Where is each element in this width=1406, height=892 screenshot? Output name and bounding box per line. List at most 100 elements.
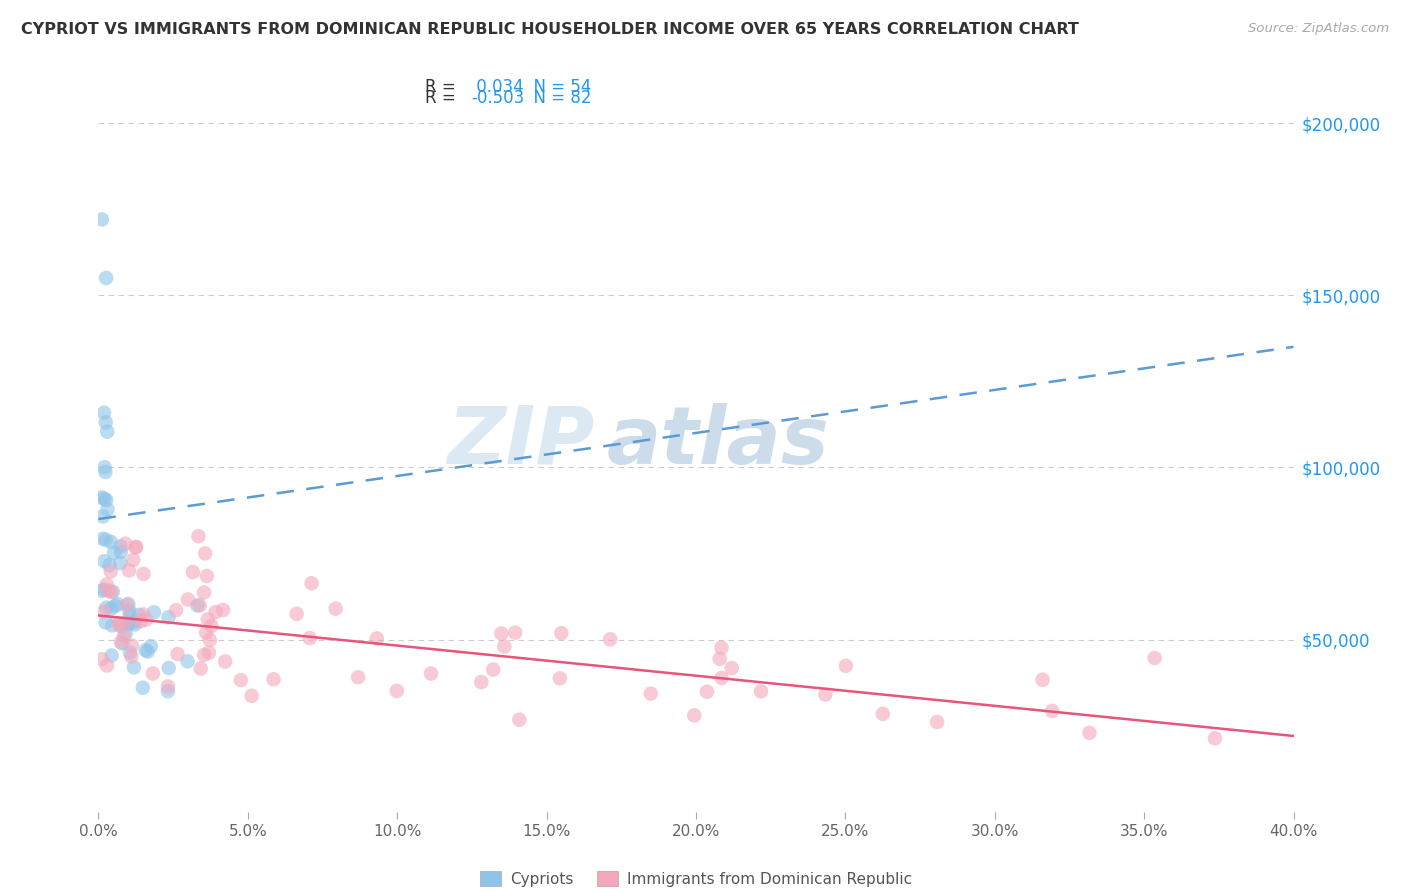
Point <box>103 546 125 560</box>
Point <box>200 619 222 633</box>
Point <box>190 661 212 675</box>
Point <box>599 632 621 647</box>
Point <box>93 460 115 475</box>
Point <box>696 685 718 699</box>
Point <box>98 558 121 573</box>
Point <box>118 603 141 617</box>
Point <box>91 509 114 524</box>
Point <box>135 613 157 627</box>
Point <box>176 654 198 668</box>
Point <box>108 616 131 631</box>
Point <box>385 684 408 698</box>
Point <box>125 540 148 554</box>
Point <box>90 583 112 598</box>
Point <box>198 646 221 660</box>
Point <box>872 706 894 721</box>
Point <box>156 684 179 698</box>
Point <box>709 652 731 666</box>
Point <box>135 643 157 657</box>
Point <box>503 625 526 640</box>
Point <box>166 647 188 661</box>
Point <box>91 532 114 546</box>
Point <box>96 425 118 439</box>
Point <box>93 491 115 506</box>
Point <box>263 672 285 686</box>
Text: CYPRIOT VS IMMIGRANTS FROM DOMINICAN REPUBLIC HOUSEHOLDER INCOME OVER 65 YEARS C: CYPRIOT VS IMMIGRANTS FROM DOMINICAN REP… <box>21 22 1078 37</box>
Text: ZIP: ZIP <box>447 402 595 481</box>
Point <box>115 615 138 629</box>
Point <box>115 598 138 612</box>
Point <box>835 658 858 673</box>
Point <box>229 673 252 687</box>
Point <box>186 599 208 613</box>
Point <box>156 680 179 694</box>
Point <box>97 583 120 598</box>
Text: R =: R = <box>426 89 461 107</box>
Point <box>640 687 662 701</box>
Point <box>110 619 132 633</box>
Legend: Cypriots, Immigrants from Dominican Republic: Cypriots, Immigrants from Dominican Repu… <box>474 865 918 892</box>
Point <box>325 601 347 615</box>
Point <box>749 684 772 698</box>
Point <box>193 648 215 662</box>
Point <box>118 608 141 623</box>
Point <box>157 661 180 675</box>
Point <box>94 415 117 429</box>
Point <box>94 615 117 630</box>
Point <box>114 626 136 640</box>
Point <box>683 708 706 723</box>
Point <box>118 615 141 630</box>
Point <box>550 626 572 640</box>
Point <box>118 646 141 660</box>
Point <box>101 618 124 632</box>
Point <box>121 639 143 653</box>
Point <box>927 714 949 729</box>
Point <box>710 640 733 655</box>
Point <box>93 582 115 597</box>
Point <box>177 592 200 607</box>
Point <box>136 644 159 658</box>
Point <box>96 502 118 516</box>
Point <box>110 540 132 554</box>
Point <box>93 406 115 420</box>
Point <box>491 626 513 640</box>
Point <box>132 566 155 581</box>
Point <box>508 713 530 727</box>
Point <box>104 599 127 613</box>
Point <box>125 541 148 555</box>
Point <box>197 612 219 626</box>
Point <box>240 689 263 703</box>
Point <box>157 610 180 624</box>
Point <box>96 600 118 615</box>
Point <box>301 576 323 591</box>
Point <box>181 565 204 579</box>
Point <box>347 670 370 684</box>
Point <box>93 605 115 619</box>
Point <box>114 536 136 550</box>
Point <box>720 661 742 675</box>
Point <box>298 631 321 645</box>
Point <box>366 632 388 646</box>
Point <box>93 554 115 568</box>
Point <box>143 605 166 619</box>
Point <box>132 607 155 622</box>
Point <box>420 666 443 681</box>
Text: atlas: atlas <box>606 402 830 481</box>
Point <box>90 491 112 505</box>
Point <box>108 618 131 632</box>
Point <box>112 629 135 643</box>
Point <box>165 603 187 617</box>
Point <box>195 569 218 583</box>
Point <box>110 635 132 649</box>
Point <box>1040 704 1063 718</box>
Point <box>132 681 155 695</box>
Text: -0.503: -0.503 <box>471 89 524 107</box>
Point <box>122 615 145 630</box>
Point <box>96 658 118 673</box>
Point <box>142 666 165 681</box>
Point <box>139 639 162 653</box>
Point <box>482 663 505 677</box>
Point <box>100 601 122 615</box>
Point <box>285 607 308 621</box>
Point <box>105 597 128 611</box>
